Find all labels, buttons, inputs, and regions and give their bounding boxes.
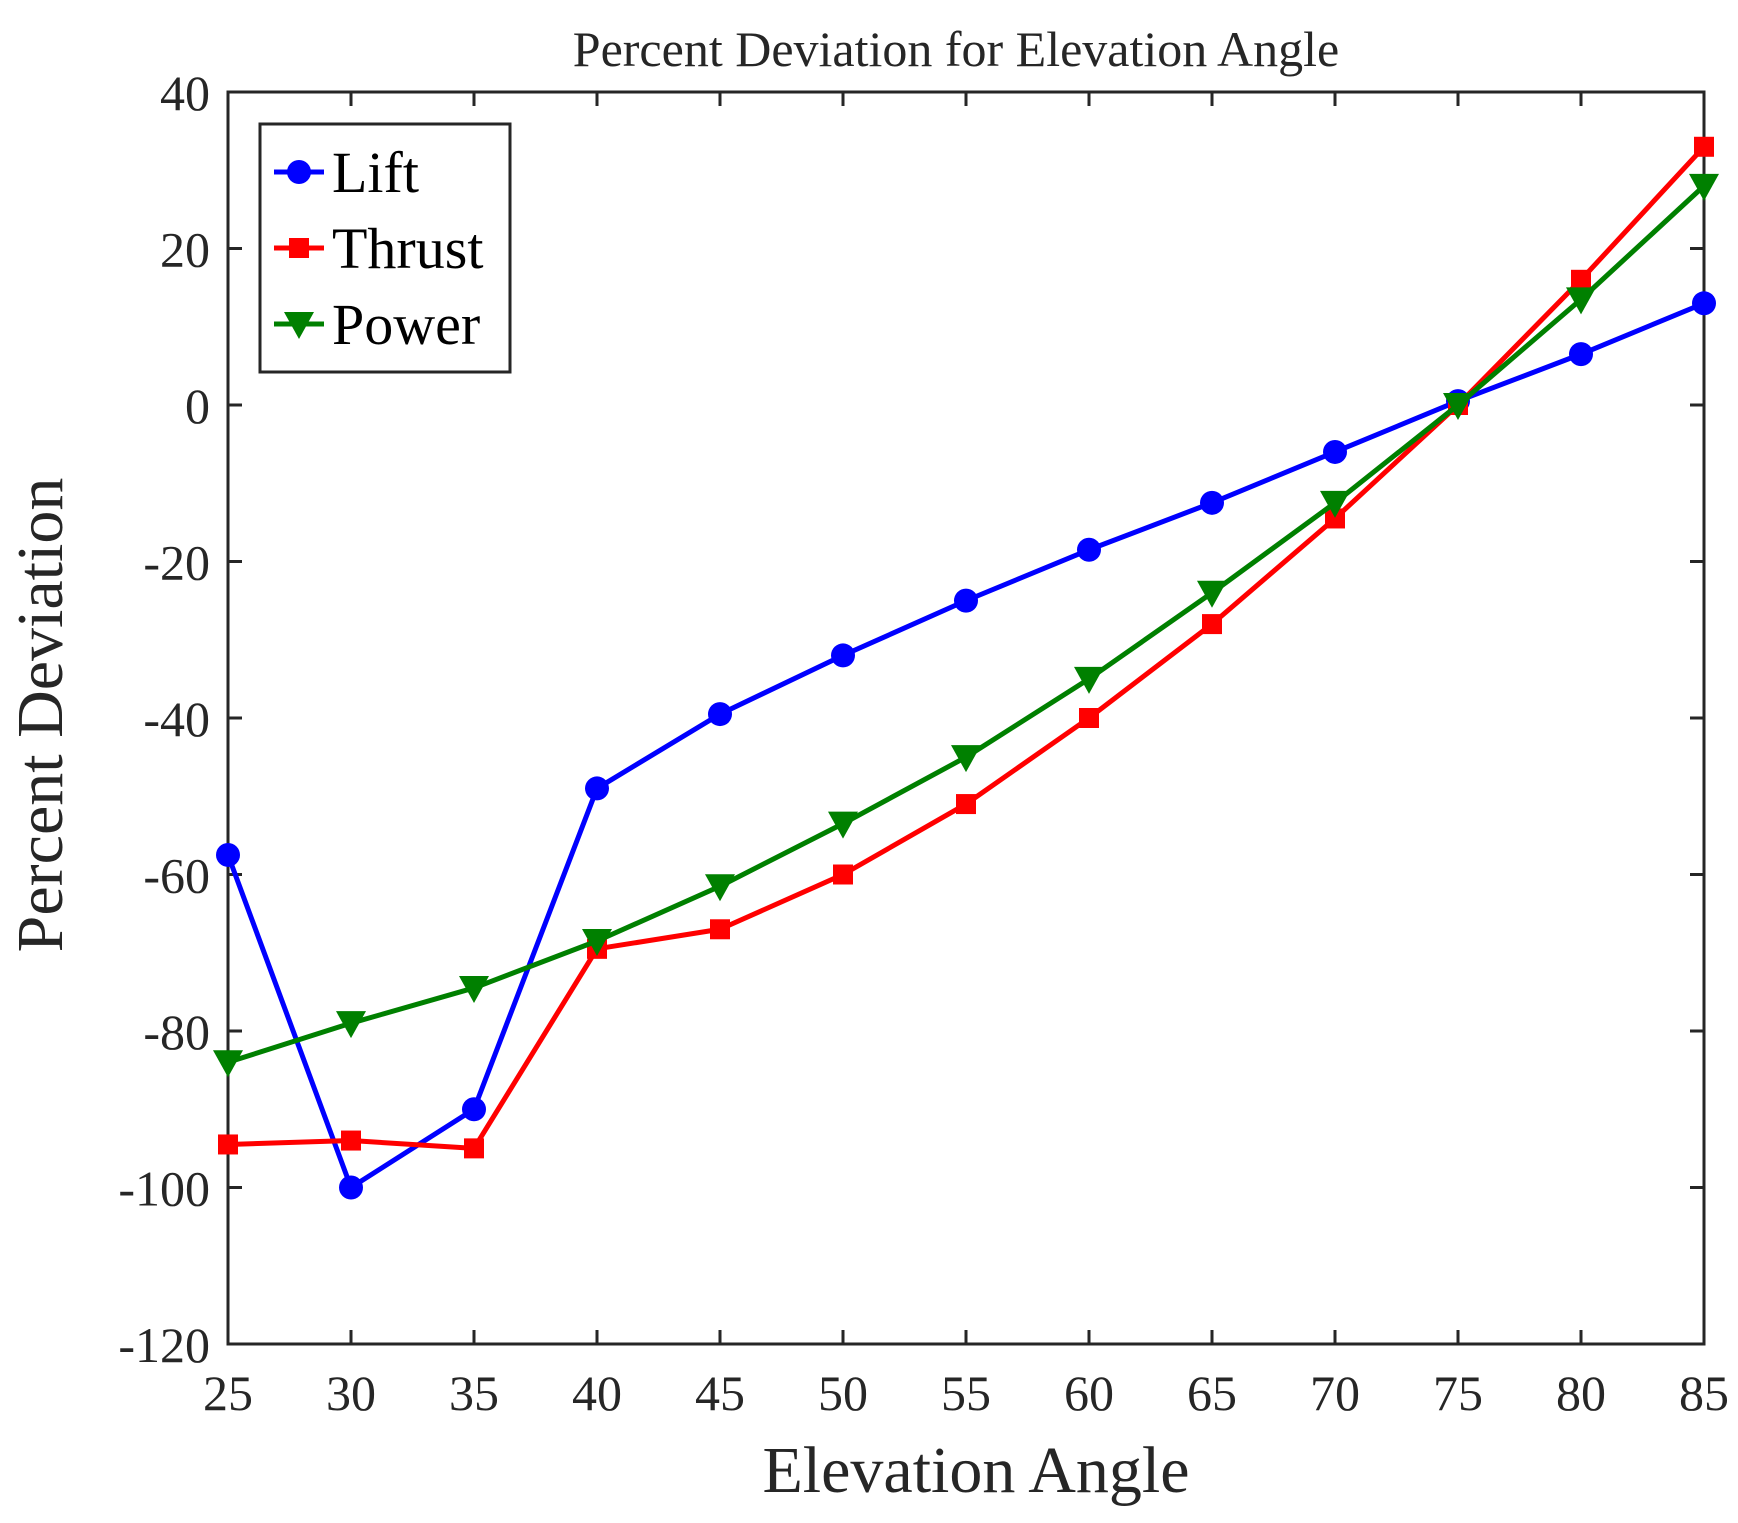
y-tick-label: 0 <box>185 378 210 434</box>
x-axis-label: Elevation Angle <box>762 1434 1189 1507</box>
data-point-lift <box>585 776 609 801</box>
data-point-lift <box>1569 342 1593 367</box>
y-tick-label: 20 <box>160 222 210 278</box>
data-point-lift <box>1323 439 1347 464</box>
x-tick-label: 60 <box>1064 1365 1114 1421</box>
x-tick-label: 85 <box>1679 1365 1729 1421</box>
x-tick-label: 75 <box>1433 1365 1483 1421</box>
y-tick-label: -120 <box>118 1317 210 1373</box>
y-tick-label: -80 <box>143 1004 210 1060</box>
data-point-thrust <box>341 1130 361 1151</box>
data-point-lift <box>1077 537 1101 562</box>
x-tick-label: 40 <box>572 1365 622 1421</box>
data-point-lift <box>1200 490 1224 515</box>
x-tick-label: 30 <box>326 1365 376 1421</box>
x-tick-label: 65 <box>1187 1365 1237 1421</box>
data-point-thrust <box>1202 614 1222 635</box>
y-tick-label: -100 <box>118 1161 210 1217</box>
data-point-power <box>459 975 489 1003</box>
data-point-power <box>213 1050 243 1078</box>
data-point-power <box>828 811 858 839</box>
data-point-thrust <box>464 1138 484 1159</box>
data-point-power <box>1197 580 1227 608</box>
legend-marker-power <box>284 312 314 339</box>
data-point-lift <box>339 1175 363 1200</box>
legend-label-thrust: Thrust <box>332 216 483 281</box>
x-tick-label: 45 <box>695 1365 745 1421</box>
data-point-thrust <box>1571 269 1591 290</box>
data-point-thrust <box>833 864 853 885</box>
y-tick-label: 40 <box>160 65 210 121</box>
x-tick-label: 35 <box>449 1365 499 1421</box>
data-point-lift <box>831 643 855 668</box>
data-point-power <box>1689 173 1719 201</box>
y-tick-label: -60 <box>143 848 210 904</box>
x-tick-label: 50 <box>818 1365 868 1421</box>
data-point-power <box>1443 393 1473 420</box>
data-point-lift <box>216 842 240 867</box>
y-tick-label: -20 <box>143 535 210 591</box>
data-point-thrust <box>956 794 976 815</box>
x-tick-label: 55 <box>941 1365 991 1421</box>
data-point-power <box>582 929 612 957</box>
data-point-power <box>1566 287 1596 315</box>
x-tick-label: 80 <box>1556 1365 1606 1421</box>
data-point-thrust <box>218 1134 238 1155</box>
data-point-thrust <box>710 919 730 940</box>
x-tick-label: 25 <box>203 1365 253 1421</box>
data-point-power <box>705 874 735 902</box>
legend-label-lift: Lift <box>332 140 419 205</box>
legend-marker-thrust <box>289 238 309 258</box>
data-point-power <box>1320 490 1350 518</box>
x-tick-label: 70 <box>1310 1365 1360 1421</box>
data-point-thrust <box>1694 136 1714 157</box>
data-point-lift <box>462 1097 486 1122</box>
data-point-lift <box>1692 291 1716 316</box>
data-point-thrust <box>1325 508 1345 529</box>
data-point-power <box>336 1011 366 1039</box>
y-axis-label: Percent Deviation <box>4 478 77 953</box>
y-tick-label: -40 <box>143 691 210 747</box>
chart-title: Percent Deviation for Elevation Angle <box>573 21 1339 77</box>
data-point-lift <box>954 588 978 613</box>
data-point-lift <box>708 702 732 727</box>
data-point-power <box>1074 666 1104 694</box>
legend-label-power: Power <box>332 292 480 357</box>
legend-marker-lift <box>287 160 311 184</box>
data-point-thrust <box>1079 708 1099 728</box>
data-point-power <box>951 745 981 773</box>
legend: Lift Thrust Power <box>258 122 512 374</box>
